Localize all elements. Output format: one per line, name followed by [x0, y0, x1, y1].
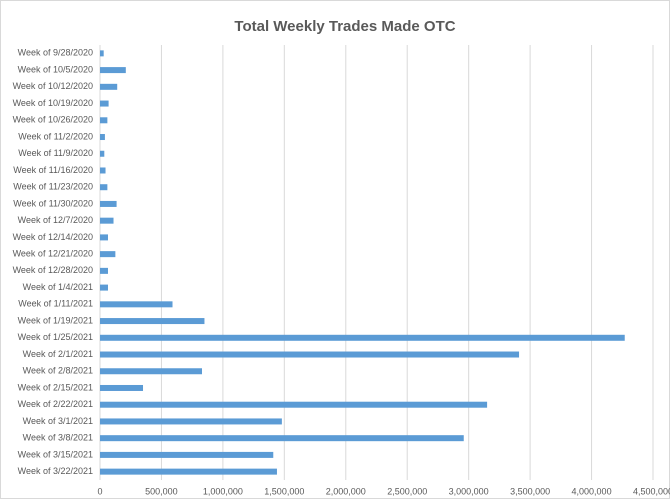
y-tick-label: Week of 2/22/2021: [18, 399, 93, 409]
bar: [100, 100, 109, 107]
bar: [100, 468, 277, 475]
y-tick-label: Week of 9/28/2020: [18, 48, 93, 58]
x-tick-label: 1,000,000: [203, 486, 243, 496]
x-tick-label: 1,500,000: [264, 486, 304, 496]
y-tick-label: Week of 2/15/2021: [18, 382, 93, 392]
x-tick-label: 2,000,000: [326, 486, 366, 496]
bar: [100, 451, 274, 458]
bar: [100, 284, 108, 291]
y-tick-label: Week of 1/25/2021: [18, 332, 93, 342]
chart-title: Total Weekly Trades Made OTC: [234, 18, 455, 35]
y-tick-label: Week of 12/14/2020: [13, 232, 93, 242]
bar: [100, 418, 282, 425]
x-tick-label: 0: [97, 486, 102, 496]
x-tick-label: 2,500,000: [387, 486, 427, 496]
bar: [100, 318, 205, 325]
y-tick-label: Week of 1/4/2021: [23, 282, 93, 292]
y-tick-label: Week of 12/21/2020: [13, 249, 93, 259]
bar: [100, 83, 118, 90]
y-tick-label: Week of 2/1/2021: [23, 349, 93, 359]
y-tick-label: Week of 1/11/2021: [18, 299, 93, 309]
bar: [100, 50, 104, 57]
x-tick-label: 4,000,000: [572, 486, 612, 496]
y-tick-label: Week of 11/30/2020: [13, 198, 93, 208]
bar: [100, 167, 106, 174]
x-tick-label: 3,500,000: [510, 486, 550, 496]
y-tick-label: Week of 11/16/2020: [13, 165, 93, 175]
y-tick-label: Week of 3/22/2021: [18, 466, 93, 476]
bar: [100, 301, 173, 308]
bar: [100, 267, 108, 274]
y-tick-label: Week of 3/15/2021: [18, 449, 93, 459]
y-tick-label: Week of 3/1/2021: [23, 416, 93, 426]
y-tick-label: Week of 1/19/2021: [18, 315, 93, 325]
bar: [100, 435, 464, 442]
bar: [100, 251, 116, 258]
y-tick-label: Week of 10/26/2020: [13, 115, 93, 125]
bar: [100, 117, 108, 124]
bar: [100, 184, 108, 191]
x-tick-label: 3,000,000: [449, 486, 489, 496]
y-tick-label: Week of 11/9/2020: [18, 148, 93, 158]
x-tick-label: 4,500,000: [633, 486, 670, 496]
y-tick-label: Week of 3/8/2021: [23, 433, 93, 443]
bar: [100, 67, 126, 74]
bar: [100, 134, 105, 141]
bar: [100, 351, 520, 358]
bar: [100, 401, 488, 408]
y-tick-label: Week of 10/5/2020: [18, 64, 93, 74]
y-tick-label: Week of 2/8/2021: [23, 366, 93, 376]
bar: [100, 368, 202, 375]
bar: [100, 217, 114, 224]
y-tick-label: Week of 12/7/2020: [18, 215, 93, 225]
bar: [100, 384, 144, 391]
y-tick-label: Week of 11/23/2020: [13, 182, 93, 192]
y-tick-label: Week of 12/28/2020: [13, 265, 93, 275]
bar: [100, 334, 625, 341]
y-tick-label: Week of 10/19/2020: [13, 98, 93, 108]
bar: [100, 150, 105, 157]
bar: [100, 200, 117, 207]
y-tick-label: Week of 10/12/2020: [13, 81, 93, 91]
x-tick-label: 500,000: [145, 486, 178, 496]
y-tick-label: Week of 11/2/2020: [18, 131, 93, 141]
bar: [100, 234, 108, 241]
